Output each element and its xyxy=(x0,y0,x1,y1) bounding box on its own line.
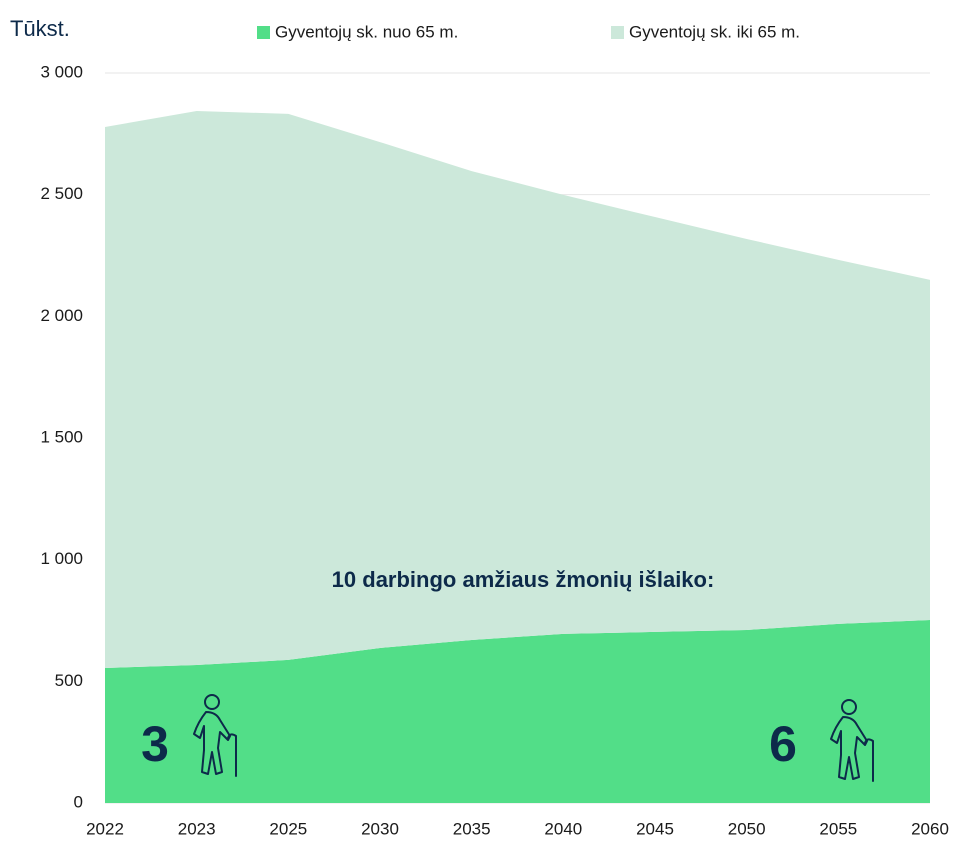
x-tick-label: 2050 xyxy=(728,819,766,838)
x-tick-label: 2045 xyxy=(636,819,674,838)
x-tick-label: 2023 xyxy=(178,819,216,838)
y-tick-label: 0 xyxy=(74,792,83,811)
area xyxy=(105,110,930,668)
x-tick-label: 2055 xyxy=(819,819,857,838)
elderly-icon xyxy=(193,694,237,777)
y-tick-label: 2 500 xyxy=(40,184,83,203)
y-tick-label: 1 000 xyxy=(40,549,83,568)
plot-area xyxy=(105,72,930,804)
x-tick-label: 2030 xyxy=(361,819,399,838)
annotation: 3 xyxy=(141,716,169,772)
y-tick-label: 3 000 xyxy=(40,62,83,81)
annotation: 10 darbingo amžiaus žmonių išlaiko: xyxy=(332,567,715,592)
elderly-icon xyxy=(830,699,874,782)
legend-label: Gyventojų sk. nuo 65 m. xyxy=(275,22,458,41)
x-tick-label: 2040 xyxy=(544,819,582,838)
annotation: 6 xyxy=(769,716,797,772)
x-tick-label: 2022 xyxy=(86,819,124,838)
x-tick-label: 2035 xyxy=(453,819,491,838)
y-tick-label: 500 xyxy=(55,671,83,690)
unit-label: Tūkst. xyxy=(10,16,70,41)
y-tick-label: 1 500 xyxy=(40,427,83,446)
legend-swatch xyxy=(611,26,624,39)
area xyxy=(105,620,930,803)
legend-swatch xyxy=(257,26,270,39)
x-tick-label: 2025 xyxy=(269,819,307,838)
legend-label: Gyventojų sk. iki 65 m. xyxy=(629,22,800,41)
x-tick-label: 2060 xyxy=(911,819,949,838)
y-tick-label: 2 000 xyxy=(40,306,83,325)
